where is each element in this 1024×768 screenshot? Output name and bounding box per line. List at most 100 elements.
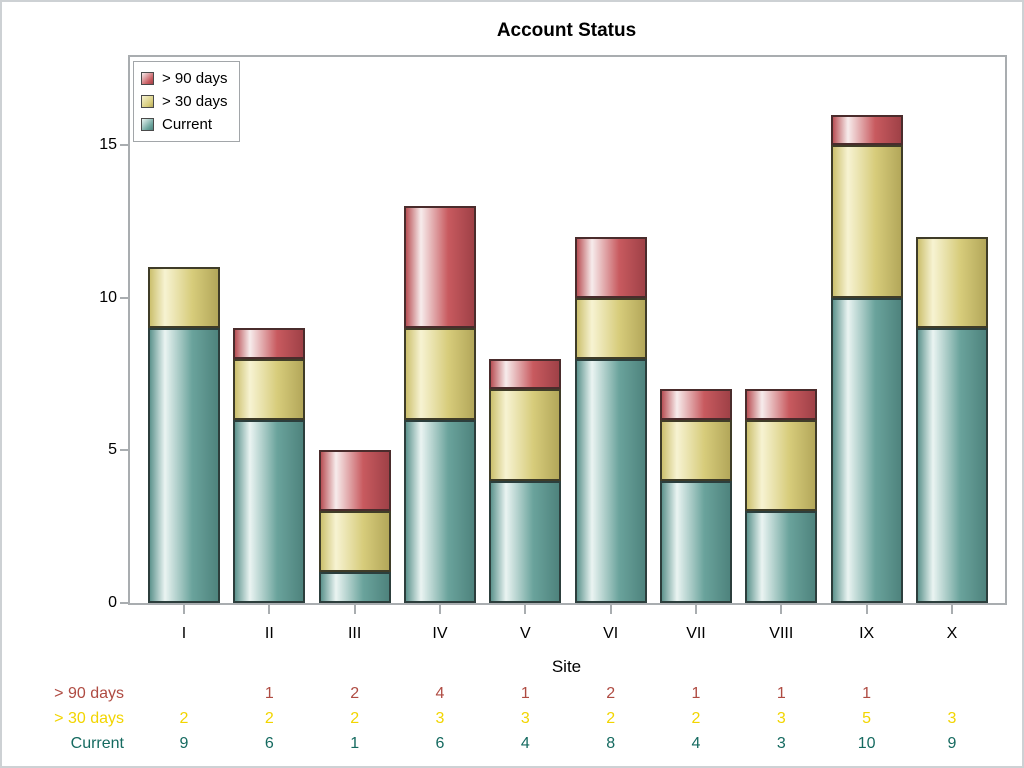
table-cell: 6 (264, 735, 274, 752)
table-row-label: > 30 days (54, 710, 124, 727)
legend: > 90 days > 30 days Current (133, 61, 241, 142)
bar-segment-IV (403, 328, 476, 420)
x-axis-tick-label: III (347, 625, 362, 642)
legend-swatch-icon (141, 118, 154, 131)
plot-area (128, 55, 1007, 605)
x-axis-tick-label: VI (603, 625, 619, 642)
x-axis-tick (694, 605, 697, 614)
bar-segment-IV (403, 419, 476, 603)
table-cell: 4 (691, 735, 701, 752)
table-cell: 2 (606, 710, 616, 727)
bar-segment-VII (659, 419, 732, 481)
x-axis-tick (780, 605, 783, 614)
bar-segment-VIII (745, 389, 818, 420)
table-cell: 9 (947, 735, 957, 752)
table-cell: 5 (862, 710, 872, 727)
bar-segment-VI (574, 236, 647, 298)
x-axis-tick (353, 605, 356, 614)
table-row-label: > 90 days (54, 685, 124, 702)
table-cell: 1 (520, 685, 530, 702)
y-axis-tick (120, 602, 129, 604)
bar-segment-V (489, 480, 562, 603)
legend-label: > 90 days (162, 70, 228, 87)
x-axis-tick-label: I (181, 625, 187, 642)
x-axis-tick (268, 605, 271, 614)
x-axis-tick-label: X (946, 625, 958, 642)
bar-segment-V (489, 358, 562, 390)
bar-segment-VIII (745, 419, 818, 512)
table-cell: 3 (520, 710, 530, 727)
legend-item: Current (141, 113, 227, 136)
y-axis-tick (120, 296, 129, 299)
table-cell: 3 (776, 710, 786, 727)
bar-segment-II (233, 358, 306, 420)
bar-segment-III (318, 572, 391, 603)
table-cell: 10 (857, 735, 876, 752)
x-axis-tick-label: VII (686, 625, 706, 642)
x-axis-tick-label: V (519, 625, 531, 642)
x-axis-tick-label: II (264, 625, 274, 642)
table-cell: 1 (691, 685, 701, 702)
x-axis-tick (524, 605, 527, 614)
legend-item: > 30 days (141, 90, 227, 113)
table-cell: 3 (776, 735, 786, 752)
bar-segment-IV (403, 206, 476, 329)
y-axis-tick-label: 10 (99, 288, 117, 306)
bar-segment-VI (574, 358, 647, 603)
table-row-label: Current (70, 735, 124, 752)
table-cell: 8 (606, 735, 616, 752)
bar-segment-II (233, 328, 306, 359)
legend-swatch-icon (141, 95, 154, 108)
table-cell: 1 (350, 735, 360, 752)
bar-segment-X (915, 236, 988, 329)
y-axis-tick (120, 144, 129, 147)
y-axis-tick-label: 0 (108, 594, 117, 611)
bar-segment-I (148, 267, 220, 329)
bar-segment-VI (574, 297, 647, 359)
table-cell: 1 (264, 685, 274, 702)
x-axis-tick-label: IX (859, 625, 875, 642)
bar-segment-X (915, 328, 988, 603)
bar-segment-VIII (745, 511, 818, 603)
x-axis-tick (609, 605, 612, 614)
x-axis-tick-label: IV (432, 625, 448, 642)
bar-segment-III (318, 450, 391, 512)
table-cell: 9 (179, 735, 189, 752)
x-axis-tick-label: VIII (769, 625, 794, 642)
table-cell: 2 (606, 685, 616, 702)
bar-segment-VII (659, 480, 732, 603)
x-axis-tick (865, 605, 868, 614)
x-axis-tick (438, 605, 441, 614)
bar-segment-III (318, 511, 391, 573)
bar-segment-II (233, 419, 306, 603)
legend-item: > 90 days (141, 67, 227, 90)
table-cell: 2 (350, 710, 360, 727)
bar-segment-VII (659, 389, 732, 420)
legend-label: > 30 days (162, 93, 228, 110)
table-cell: 2 (179, 710, 189, 727)
table-cell: 2 (691, 710, 701, 727)
bar-segment-IX (830, 145, 903, 298)
y-axis-tick (120, 449, 129, 452)
x-axis-title: Site (551, 657, 582, 676)
table-cell: 1 (862, 685, 872, 702)
table-cell: 3 (435, 710, 445, 727)
x-axis-tick (950, 605, 953, 614)
y-axis-tick-label: 15 (99, 136, 117, 154)
bar-segment-V (489, 389, 562, 481)
chart-title: Account Status (496, 20, 637, 41)
table-cell: 2 (264, 710, 274, 727)
x-axis-tick (183, 605, 185, 614)
table-cell: 3 (947, 710, 957, 727)
bar-segment-IX (830, 114, 903, 146)
table-cell: 4 (435, 685, 445, 702)
legend-swatch-icon (141, 72, 154, 85)
table-cell: 2 (350, 685, 360, 702)
bar-segment-I (148, 328, 220, 603)
bar-segment-IX (830, 297, 903, 603)
table-cell: 6 (435, 735, 445, 752)
table-cell: 4 (520, 735, 530, 752)
y-axis-tick-label: 5 (108, 441, 117, 459)
legend-label: Current (162, 116, 213, 133)
